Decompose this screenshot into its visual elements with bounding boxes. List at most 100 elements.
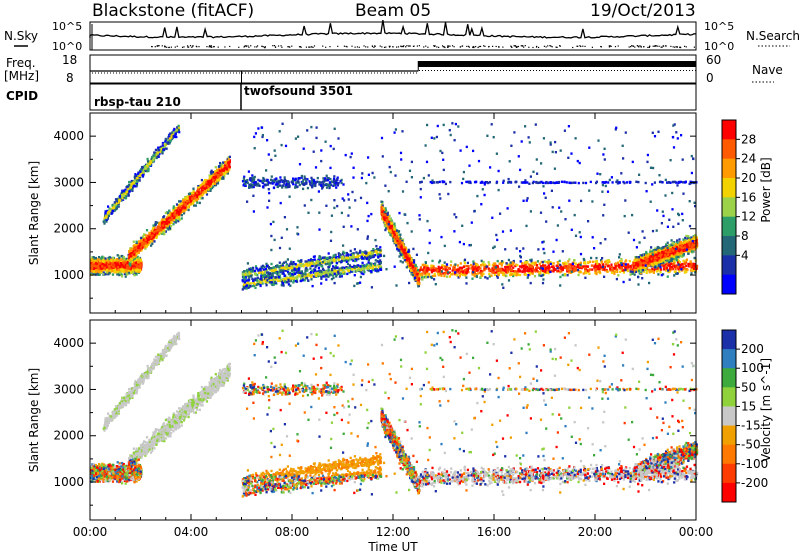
power-echo-cell (174, 128, 177, 132)
power-echo-cell (129, 267, 132, 270)
power-echo-cell (133, 255, 136, 258)
power-echo-cell (130, 258, 133, 261)
power-echo-cell (299, 261, 302, 264)
power-echo-cell (361, 261, 364, 265)
power-echo-cell (143, 167, 146, 171)
power-echo-cell (268, 266, 271, 270)
power-echo-cell (247, 272, 250, 276)
power-echo-cell (150, 237, 153, 241)
noise-search-dot (640, 45, 642, 48)
power-echo-cell (327, 269, 330, 273)
power-echo-cell (140, 168, 143, 171)
power-echo-cell (114, 198, 118, 201)
power-echo-cell (254, 286, 257, 289)
nave-dot (293, 72, 294, 74)
power-echo-cell (241, 271, 244, 274)
power-echo-cell (287, 280, 290, 283)
power-echo-cell (271, 267, 274, 270)
power-echo-cell (211, 186, 214, 190)
noise-search-dot (274, 46, 277, 48)
power-echo-cell (114, 261, 117, 265)
power-echo-cell (323, 259, 326, 262)
power-echo-cell (178, 216, 181, 219)
power-echo-cell (158, 229, 161, 232)
noise-search-dot (591, 46, 593, 48)
power-echo-cell (97, 258, 100, 261)
noise-search-dot (412, 45, 415, 47)
noise-search-dot (555, 46, 557, 48)
power-echo-cell (340, 272, 343, 275)
nave-dot (683, 70, 684, 71)
power-echo-cell (128, 183, 131, 187)
power-echo-cell (168, 220, 171, 224)
noise-search-dot (245, 45, 247, 48)
power-echo-cell (285, 263, 288, 267)
power-echo-cell (322, 256, 326, 259)
power-echo-cell (137, 251, 140, 254)
power-echo-cell (115, 266, 118, 269)
power-echo-cell (187, 199, 190, 203)
power-echo-cell (305, 179, 308, 182)
nave-dot (182, 72, 183, 74)
power-echo-cell (138, 245, 141, 248)
noise-search-dot (436, 46, 438, 48)
power-echo-cell (186, 199, 189, 202)
power-echo-cell (188, 198, 192, 201)
power-echo-cell (180, 202, 183, 206)
power-echo-cell (168, 227, 171, 230)
nave-dot (629, 70, 630, 71)
power-echo-cell (159, 145, 162, 149)
noise-search-dot (451, 45, 454, 47)
power-echo-cell (173, 127, 176, 131)
nave-dot (503, 70, 504, 71)
noise-search-dot (655, 45, 657, 47)
nave-dot (212, 72, 213, 74)
power-echo-cell (269, 178, 273, 181)
noise-sky-label: N.Sky (4, 29, 38, 43)
power-echo-cell (158, 148, 161, 152)
power-echo-cell (106, 217, 109, 220)
power-echo-cell (125, 185, 128, 189)
power-echo-cell (120, 273, 123, 276)
power-echo-cell (288, 276, 291, 280)
nave-dot (254, 72, 255, 74)
power-echo-cell (370, 270, 373, 274)
noise-search-dot (640, 46, 642, 48)
power-echo-cell (345, 256, 348, 259)
power-echo-cell (222, 161, 225, 164)
power-echo-cell (209, 171, 212, 174)
power-echo-cell (374, 269, 377, 272)
noise-search-label: N.Search (746, 29, 800, 43)
power-echo-cell (372, 264, 375, 267)
power-echo-cell (346, 254, 350, 257)
power-echo-cell (226, 172, 229, 175)
power-echo-cell (272, 283, 276, 286)
power-echo-cell (306, 273, 309, 277)
power-echo-cell (164, 230, 167, 233)
power-echo-cell (223, 167, 226, 170)
nave-dot (572, 70, 573, 71)
power-echo-cell (327, 184, 330, 187)
power-echo-cell (160, 150, 164, 153)
nave-dot (482, 70, 483, 71)
nave-dot (611, 70, 612, 71)
power-echo-cell (118, 267, 121, 270)
power-echo-cell (168, 217, 171, 220)
nave-dot (488, 70, 489, 71)
power-echo-cell (304, 268, 307, 271)
noise-search-dot (401, 46, 403, 48)
power-echo-cell (336, 183, 339, 186)
nave-dot (386, 72, 387, 74)
nave-dot (239, 72, 240, 74)
power-echo-cell (379, 265, 382, 268)
power-echo-cell (246, 269, 249, 272)
power-echo-cell (278, 265, 281, 268)
nave-dot (524, 70, 525, 71)
power-echo-cell (297, 274, 300, 277)
power-echo-cell (302, 178, 305, 181)
nave-dot (305, 72, 306, 74)
power-echo-cell (155, 235, 159, 238)
power-echo-cell (136, 255, 139, 259)
power-echo-cell (115, 258, 118, 261)
power-echo-cell (257, 279, 260, 282)
